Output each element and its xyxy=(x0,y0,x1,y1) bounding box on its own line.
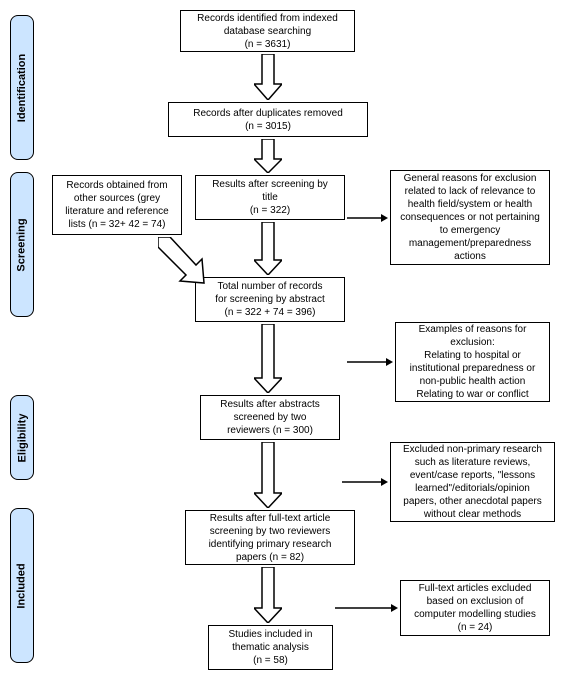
arrow-down-icon xyxy=(254,54,282,100)
box-records-identified: Records identified from indexed database… xyxy=(180,10,355,52)
stage-label-text: Screening xyxy=(16,218,28,271)
box-thematic: Studies included in thematic analysis (n… xyxy=(208,625,333,670)
arrow-down-icon xyxy=(254,139,282,173)
stage-screening: Screening xyxy=(10,172,34,317)
arrow-diagonal-icon xyxy=(158,237,206,285)
box-after-abstracts: Results after abstracts screened by two … xyxy=(200,395,340,440)
box-other-sources: Records obtained from other sources (gre… xyxy=(52,175,182,235)
box-exclusion-nonprimary: Excluded non-primary research such as li… xyxy=(390,442,555,522)
box-screen-title: Results after screening by title (n = 32… xyxy=(195,175,345,220)
box-exclusion-examples: Examples of reasons for exclusion: Relat… xyxy=(395,322,550,402)
stage-label-text: Included xyxy=(16,563,28,608)
prisma-flowchart: Identification Screening Eligibility Inc… xyxy=(10,10,558,685)
arrow-right-icon xyxy=(347,213,388,223)
arrow-right-icon xyxy=(342,477,388,487)
box-fulltext-screen: Results after full-text article screenin… xyxy=(185,510,355,565)
stage-included: Included xyxy=(10,508,34,663)
arrow-down-icon xyxy=(254,442,282,508)
stage-eligibility: Eligibility xyxy=(10,395,34,480)
stage-identification: Identification xyxy=(10,15,34,160)
box-exclusion-modelling: Full-text articles excluded based on exc… xyxy=(400,580,550,636)
arrow-down-icon xyxy=(254,324,282,393)
arrow-down-icon xyxy=(254,567,282,623)
arrow-down-icon xyxy=(254,222,282,275)
box-screen-abstract: Total number of records for screening by… xyxy=(195,277,345,322)
stage-label-text: Identification xyxy=(16,53,28,121)
box-exclusion-general: General reasons for exclusion related to… xyxy=(390,170,550,265)
stage-label-text: Eligibility xyxy=(16,413,28,462)
box-after-duplicates: Records after duplicates removed (n = 30… xyxy=(168,102,368,137)
arrow-right-icon xyxy=(335,603,398,613)
arrow-right-icon xyxy=(347,357,393,367)
